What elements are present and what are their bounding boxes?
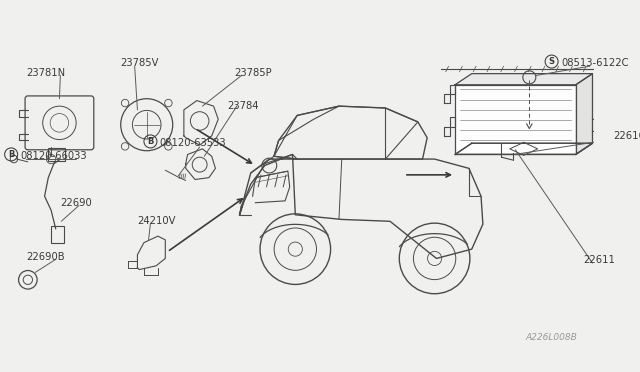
Text: 22690: 22690 (60, 198, 92, 208)
Text: B: B (147, 137, 154, 146)
Text: 08120-66033: 08120-66033 (20, 151, 87, 161)
Text: 22611: 22611 (583, 255, 615, 265)
Text: 23784: 23784 (227, 101, 259, 111)
Polygon shape (455, 85, 576, 154)
Polygon shape (455, 74, 593, 85)
Text: S: S (548, 57, 555, 66)
Text: B: B (8, 150, 14, 159)
Text: 23785P: 23785P (234, 68, 271, 78)
Text: 24210V: 24210V (138, 216, 176, 226)
Bar (48, 148, 65, 161)
Text: 22690B: 22690B (26, 251, 65, 262)
Text: 08513-6122C: 08513-6122C (561, 58, 628, 68)
Polygon shape (576, 74, 593, 154)
Bar (51, 226, 64, 243)
Text: 23785V: 23785V (121, 58, 159, 68)
Polygon shape (455, 143, 593, 154)
Text: 08120-63533: 08120-63533 (160, 138, 227, 148)
Text: 22616: 22616 (613, 131, 640, 141)
Text: 23781N: 23781N (26, 68, 65, 78)
Text: A226L008B: A226L008B (526, 333, 578, 342)
